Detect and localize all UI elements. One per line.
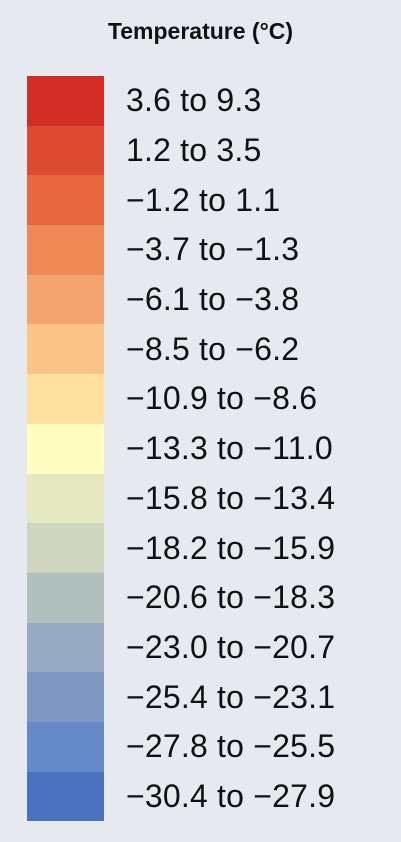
legend-label: −15.8 to −13.4 (126, 479, 336, 516)
legend-row: 1.2 to 3.5 (27, 125, 335, 176)
legend-swatch (27, 423, 104, 474)
legend-swatch (27, 324, 104, 375)
legend-row: −20.6 to −18.3 (27, 572, 336, 623)
legend-row: 3.6 to 9.3 (27, 76, 335, 126)
legend-label: −13.3 to −11.0 (126, 430, 333, 467)
legend-row: −30.4 to −27.9 (27, 771, 336, 822)
legend-swatch (27, 225, 104, 275)
legend-row: −1.2 to 1.1 (27, 175, 335, 226)
legend-row: −27.8 to −25.5 (27, 721, 336, 772)
legend-swatch (27, 473, 104, 524)
legend-swatch (27, 771, 104, 822)
legend-label: −25.4 to −23.1 (126, 678, 336, 715)
legend-row: −3.7 to −1.3 (27, 225, 335, 275)
legend-swatch (27, 622, 104, 673)
legend-label: −27.8 to −25.5 (126, 728, 336, 765)
legend-label: −18.2 to −15.9 (126, 529, 336, 566)
legend-label: −1.2 to 1.1 (126, 181, 281, 218)
legend-swatch (27, 572, 104, 623)
legend-swatch (27, 374, 104, 424)
legend-row: −10.9 to −8.6 (27, 374, 335, 424)
legend-swatch (27, 175, 104, 226)
legend-row: −6.1 to −3.8 (27, 274, 335, 325)
legend-row: −13.3 to −11.0 (27, 423, 335, 474)
legend-row: −8.5 to −6.2 (27, 324, 335, 375)
legend-label: −30.4 to −27.9 (126, 777, 336, 814)
legend-label: −3.7 to −1.3 (126, 231, 300, 268)
legend-swatch (27, 721, 104, 772)
legend-label: −8.5 to −6.2 (126, 330, 300, 367)
legend-row: −18.2 to −15.9 (27, 523, 335, 573)
legend-rows: 3.6 to 9.3 1.2 to 3.5 −1.2 to 1.1 −3.7 t… (27, 76, 336, 822)
legend-swatch (27, 76, 104, 126)
legend-swatch (27, 672, 104, 722)
legend-label: −6.1 to −3.8 (126, 281, 300, 318)
legend-row: −15.8 to −13.4 (27, 473, 336, 524)
legend-row: −25.4 to −23.1 (27, 672, 335, 722)
legend-label: 1.2 to 3.5 (126, 132, 262, 169)
legend-label: 3.6 to 9.3 (126, 82, 262, 119)
legend-row: −23.0 to −20.7 (27, 622, 336, 673)
legend-label: −20.6 to −18.3 (126, 579, 336, 616)
legend-swatch (27, 125, 104, 176)
legend-label: −23.0 to −20.7 (126, 628, 336, 665)
legend-title: Temperature (°C) (107, 18, 294, 44)
legend-swatch (27, 274, 104, 325)
legend-label: −10.9 to −8.6 (126, 380, 318, 417)
legend-swatch (27, 523, 104, 573)
